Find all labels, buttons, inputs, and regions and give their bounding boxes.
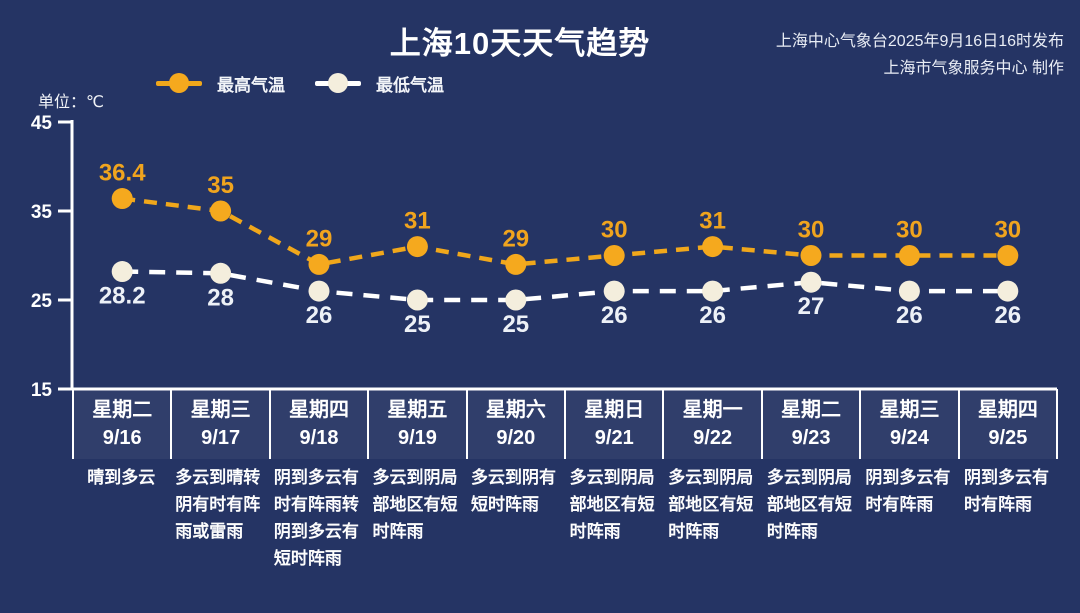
svg-text:25: 25 bbox=[404, 311, 431, 338]
svg-text:29: 29 bbox=[502, 225, 529, 252]
svg-text:29: 29 bbox=[306, 225, 333, 252]
max-temp-legend-marker-icon bbox=[156, 72, 202, 94]
weekday-label: 星期日 bbox=[584, 399, 645, 421]
day-column: 星期二 9/16 bbox=[72, 389, 170, 459]
weather-description: 阴到多云有时有阵雨 bbox=[964, 468, 1050, 514]
weather-description: 多云到阴局部地区有短时阵雨 bbox=[766, 468, 852, 541]
unit-label: 单位：℃ bbox=[38, 94, 104, 111]
weather-description: 多云到阴局部地区有短时阵雨 bbox=[569, 468, 655, 541]
weather-description: 阴到多云有时有阵雨 bbox=[865, 468, 951, 514]
weather-cell: 多云到晴转阴有时有阵雨或雷雨 bbox=[171, 464, 270, 572]
day-column: 星期五 9/19 bbox=[367, 389, 465, 459]
weather-cell: 阴到多云有时有阵雨 bbox=[861, 464, 960, 572]
svg-text:26: 26 bbox=[306, 302, 333, 329]
min-temp-legend-label: 最低气温 bbox=[376, 75, 444, 95]
chart-legend: 最高气温 最低气温 bbox=[156, 70, 444, 96]
date-label: 9/25 bbox=[988, 427, 1028, 449]
weekday-label: 星期一 bbox=[682, 399, 743, 421]
day-column: 星期四 9/25 bbox=[957, 389, 1056, 459]
weather-description: 阴到多云有时有阵雨转阴到多云有短时阵雨 bbox=[273, 468, 359, 568]
weekday-label: 星期五 bbox=[387, 399, 448, 421]
svg-text:35: 35 bbox=[31, 202, 53, 223]
day-column: 星期六 9/20 bbox=[465, 389, 564, 459]
source-line-producer: 上海市气象服务中心 制作 bbox=[883, 60, 1064, 77]
source-info: 上海中心气象台2025年9月16日16时发布 上海市气象服务中心 制作 bbox=[776, 28, 1064, 82]
date-label: 9/24 bbox=[889, 427, 929, 449]
svg-text:28.2: 28.2 bbox=[99, 283, 146, 310]
date-label: 9/23 bbox=[791, 427, 831, 449]
max-temp-legend-label: 最高气温 bbox=[217, 75, 285, 95]
date-label: 9/17 bbox=[201, 427, 241, 449]
date-label: 9/19 bbox=[397, 427, 437, 449]
weather-description: 多云到晴转阴有时有阵雨或雷雨 bbox=[175, 468, 261, 541]
day-column: 星期三 9/17 bbox=[170, 389, 268, 459]
weather-description: 多云到阴有短时阵雨 bbox=[471, 468, 557, 514]
svg-text:31: 31 bbox=[404, 208, 431, 235]
date-label: 9/16 bbox=[102, 427, 142, 449]
svg-text:25: 25 bbox=[31, 291, 53, 312]
weather-description: 多云到阴局部地区有短时阵雨 bbox=[372, 468, 458, 541]
page-title: 上海10天天气趋势 bbox=[389, 26, 651, 61]
day-column: 星期三 9/24 bbox=[859, 389, 957, 459]
svg-text:30: 30 bbox=[994, 217, 1021, 244]
weekday-label: 星期三 bbox=[190, 399, 251, 421]
weekday-label: 星期二 bbox=[92, 399, 153, 421]
day-column: 星期四 9/18 bbox=[268, 389, 367, 459]
svg-text:31: 31 bbox=[699, 208, 726, 235]
date-label: 9/21 bbox=[594, 427, 634, 449]
svg-text:36.4: 36.4 bbox=[99, 160, 146, 187]
svg-text:30: 30 bbox=[601, 217, 628, 244]
svg-text:26: 26 bbox=[994, 302, 1021, 329]
weather-cell: 晴到多云 bbox=[72, 464, 171, 572]
weather-description: 晴到多云 bbox=[87, 468, 156, 487]
legend-dot-icon bbox=[328, 73, 348, 93]
date-label: 9/20 bbox=[496, 427, 536, 449]
day-column: 星期一 9/22 bbox=[662, 389, 760, 459]
svg-text:30: 30 bbox=[896, 217, 923, 244]
svg-text:26: 26 bbox=[896, 302, 923, 329]
date-label: 9/18 bbox=[299, 427, 339, 449]
weather-cell: 多云到阴局部地区有短时阵雨 bbox=[368, 464, 467, 572]
weekday-label: 星期六 bbox=[485, 399, 546, 421]
min-temp-legend-marker-icon bbox=[315, 72, 361, 94]
weekday-label: 星期三 bbox=[879, 399, 940, 421]
weather-cell: 多云到阴有短时阵雨 bbox=[466, 464, 565, 572]
svg-text:30: 30 bbox=[798, 217, 825, 244]
date-label: 9/22 bbox=[693, 427, 733, 449]
source-line-issuer: 上海中心气象台2025年9月16日16时发布 bbox=[775, 33, 1064, 50]
legend-dot-icon bbox=[169, 73, 189, 93]
weather-cell: 多云到阴局部地区有短时阵雨 bbox=[762, 464, 861, 572]
svg-text:45: 45 bbox=[31, 113, 53, 134]
svg-text:15: 15 bbox=[31, 380, 53, 401]
weather-cell: 阴到多云有时有阵雨 bbox=[959, 464, 1058, 572]
day-column: 星期日 9/21 bbox=[564, 389, 662, 459]
weekday-label: 星期二 bbox=[781, 399, 842, 421]
svg-text:28: 28 bbox=[207, 284, 234, 311]
svg-text:35: 35 bbox=[207, 172, 234, 199]
weekday-label: 星期四 bbox=[977, 399, 1038, 421]
svg-text:25: 25 bbox=[502, 311, 529, 338]
day-header-row: 星期二 9/16 星期三 9/17 星期四 9/18 星期五 9/19 星期六 … bbox=[72, 389, 1058, 459]
weather-cell: 多云到阴局部地区有短时阵雨 bbox=[565, 464, 664, 572]
weather-cell: 多云到阴局部地区有短时阵雨 bbox=[664, 464, 763, 572]
svg-text:26: 26 bbox=[699, 302, 726, 329]
weather-cell: 阴到多云有时有阵雨转阴到多云有短时阵雨 bbox=[269, 464, 368, 572]
svg-text:27: 27 bbox=[798, 293, 825, 320]
weekday-label: 星期四 bbox=[289, 399, 350, 421]
weather-description: 多云到阴局部地区有短时阵雨 bbox=[668, 468, 754, 541]
day-column: 星期二 9/23 bbox=[760, 389, 859, 459]
svg-text:26: 26 bbox=[601, 302, 628, 329]
weather-description-row: 晴到多云 多云到晴转阴有时有阵雨或雷雨 阴到多云有时有阵雨转阴到多云有短时阵雨 … bbox=[72, 464, 1058, 572]
